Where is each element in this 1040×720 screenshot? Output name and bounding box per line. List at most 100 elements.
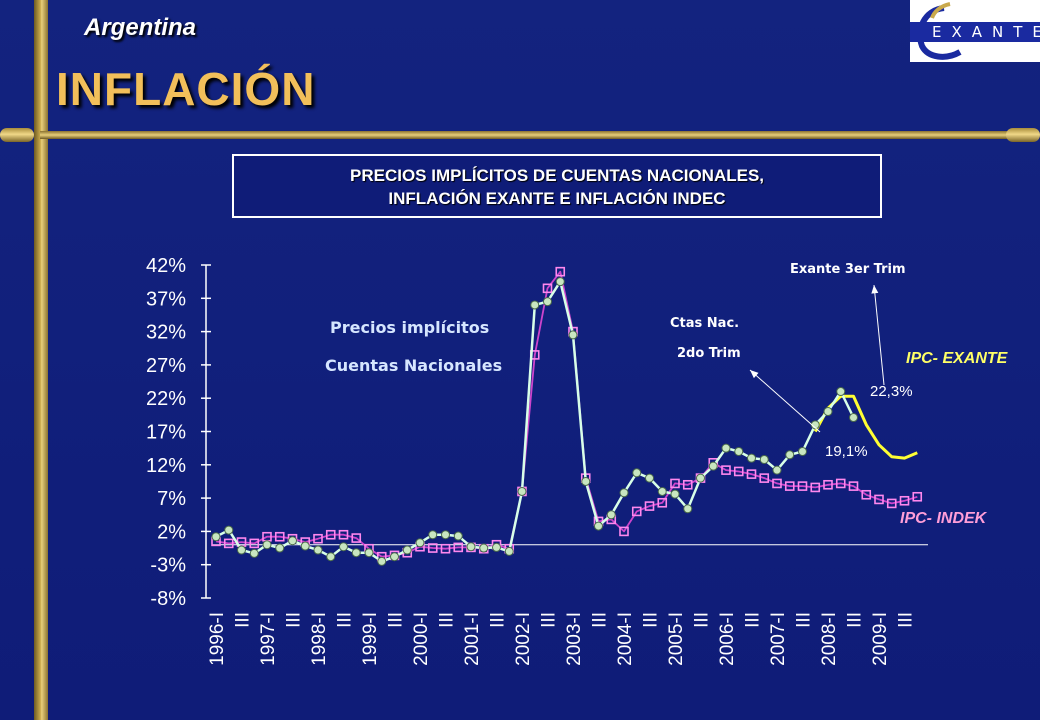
data-point xyxy=(797,481,808,491)
data-point xyxy=(542,283,553,294)
arrow-ctas-nac-head xyxy=(750,370,759,379)
data-point xyxy=(682,479,693,490)
data-point xyxy=(836,387,846,397)
series-layer xyxy=(211,266,923,566)
data-point xyxy=(453,542,464,553)
data-point xyxy=(428,530,438,540)
data-point xyxy=(390,552,399,562)
data-point xyxy=(249,548,259,558)
data-point xyxy=(721,443,731,453)
data-point xyxy=(759,454,769,464)
data-point xyxy=(746,469,757,479)
data-point xyxy=(772,478,782,489)
data-point xyxy=(810,482,821,493)
data-point xyxy=(886,498,897,509)
data-point xyxy=(351,548,361,558)
data-point xyxy=(211,532,221,542)
x-tick-label: 2002-I xyxy=(513,612,534,666)
exante-trim-label: Exante 3er Trim xyxy=(790,262,906,277)
bar-cap-left xyxy=(0,128,34,142)
x-tick-label: 1998-I xyxy=(309,612,330,666)
page-title: INFLACIÓN xyxy=(56,63,316,115)
data-point xyxy=(441,530,450,540)
data-point xyxy=(274,531,285,542)
implicit-label-1: Precios implícitos xyxy=(330,318,490,337)
data-point xyxy=(708,461,718,471)
data-point xyxy=(262,540,272,550)
data-point xyxy=(223,538,234,549)
exante-series-label: IPC- EXANTE xyxy=(906,350,1008,367)
data-point xyxy=(466,542,476,552)
x-tick-label: III xyxy=(437,612,458,628)
x-tick-label: III xyxy=(233,612,254,628)
bar-cap-right xyxy=(1006,128,1040,142)
data-point xyxy=(504,546,514,556)
data-point xyxy=(492,542,501,552)
x-tick-label: 2003-I xyxy=(564,612,585,666)
bar-rod xyxy=(40,131,1020,139)
x-tick-label: III xyxy=(386,612,407,628)
exante-logo: EXANTE xyxy=(910,0,1040,62)
data-point xyxy=(351,533,362,543)
x-tick-label: III xyxy=(845,612,866,628)
data-point xyxy=(670,489,680,499)
y-axis: 42% 37% 32% 27% 22% 17% 12% 7% 2% -3% -8% xyxy=(146,255,211,610)
data-point xyxy=(568,330,578,340)
data-point xyxy=(823,479,833,490)
value-22-3-label: 22,3% xyxy=(870,383,913,400)
data-point xyxy=(734,446,744,456)
data-point xyxy=(747,453,756,463)
series-line xyxy=(215,280,855,563)
data-point xyxy=(440,543,451,554)
data-point xyxy=(237,545,246,555)
data-point xyxy=(364,548,374,558)
data-point xyxy=(338,529,349,540)
data-point xyxy=(912,491,923,502)
x-axis: 1996-I III 1997-I III 1998-I III 1999-I III 2000… xyxy=(207,612,917,666)
series-line xyxy=(215,270,918,558)
x-tick-label: 2006-I xyxy=(717,612,738,666)
logo-text: EXANTE xyxy=(932,23,1040,41)
x-tick-label: III xyxy=(590,612,611,628)
x-tick-label: III xyxy=(641,612,662,628)
gold-vertical-bar xyxy=(34,0,48,720)
y-tick-label: -3% xyxy=(150,555,186,577)
data-point xyxy=(874,494,884,505)
x-tick-label: 2004-I xyxy=(615,612,636,666)
implicit-label-2: Cuentas Nacionales xyxy=(325,356,503,375)
ctas-label-2: 2do Trim xyxy=(677,346,741,361)
x-tick-label: 1999-I xyxy=(360,612,381,666)
x-tick-label: 2008-I xyxy=(819,612,840,666)
y-tick-label: 22% xyxy=(146,388,186,410)
data-point xyxy=(313,545,323,555)
data-point xyxy=(313,533,323,544)
ctas-label-1: Ctas Nac. xyxy=(670,316,740,331)
data-point xyxy=(645,473,654,483)
x-tick-label: 2005-I xyxy=(666,612,687,666)
data-point xyxy=(899,495,910,506)
data-point xyxy=(619,488,629,498)
data-point xyxy=(798,446,807,456)
data-point xyxy=(325,529,336,540)
logo-band xyxy=(910,22,1040,42)
series-0 xyxy=(211,277,858,566)
data-point xyxy=(823,407,833,417)
data-point xyxy=(721,465,731,475)
y-tick-label: 37% xyxy=(146,288,186,310)
arrow-exante-trim xyxy=(873,284,885,386)
y-tick-label: 27% xyxy=(146,355,186,377)
x-tick-label: III xyxy=(488,612,509,628)
y-tick-label: -8% xyxy=(150,588,186,610)
chart-subtitle-box: PRECIOS IMPLÍCITOS DE CUENTAS NACIONALES… xyxy=(232,154,882,218)
subtitle-line-1: PRECIOS IMPLÍCITOS DE CUENTAS NACIONALES… xyxy=(349,166,765,185)
data-point xyxy=(861,489,872,500)
country-label: Argentina xyxy=(84,14,197,41)
logo-swoosh-icon xyxy=(917,2,962,60)
data-point xyxy=(657,486,667,496)
data-point xyxy=(453,531,463,541)
data-point xyxy=(657,497,668,508)
indec-series-label: IPC- INDEK xyxy=(900,510,987,527)
data-point xyxy=(517,486,527,496)
